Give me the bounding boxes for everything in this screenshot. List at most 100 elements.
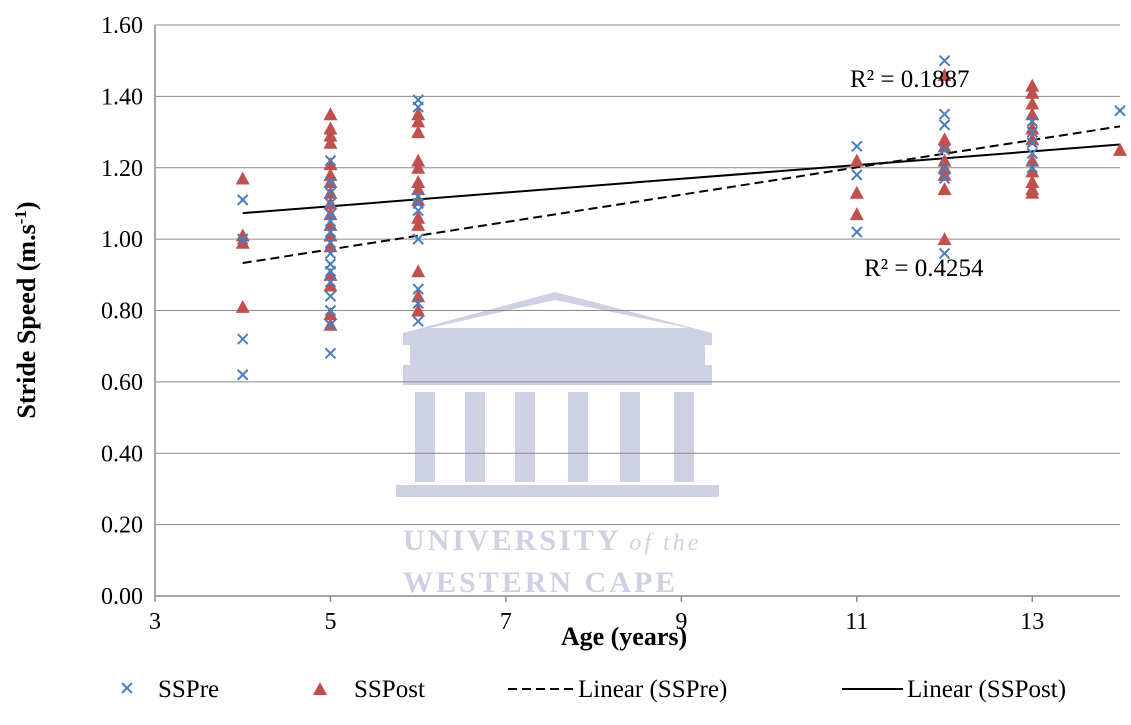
y-tick-label: 0.00	[101, 584, 143, 610]
sspost-point	[411, 125, 426, 139]
sspost-point	[937, 182, 952, 196]
y-tick-label: 1.20	[101, 156, 143, 182]
sspost-point	[235, 228, 250, 242]
sspre-point	[324, 304, 337, 317]
sspre-point	[324, 226, 337, 238]
legend-item-sspost: SSPost	[313, 676, 425, 703]
watermark-column	[674, 392, 694, 482]
watermark-cornice	[403, 333, 712, 345]
x-axis-title: Age (years)	[561, 622, 687, 651]
sspre-point	[938, 162, 951, 174]
sspost-point	[323, 121, 338, 135]
sspre-point	[237, 194, 249, 206]
sspre-point	[324, 276, 337, 288]
sspost-point	[411, 107, 426, 121]
legend: SSPre SSPost Linear (SSPre) Linear (SSPo…	[121, 676, 1066, 703]
sspre-point	[1026, 162, 1038, 174]
legend-label-linear-sspost: Linear (SSPost)	[907, 676, 1066, 703]
sspost-point	[411, 264, 426, 278]
legend-x-marker	[121, 682, 133, 694]
sspre-point	[851, 140, 863, 153]
axes	[154, 25, 1120, 597]
sspre-point	[851, 226, 863, 238]
sspost-point	[1025, 185, 1040, 199]
watermark-column	[568, 392, 588, 482]
watermark-western-cape-text: WESTERN CAPE	[403, 566, 678, 599]
sspre-point	[412, 101, 424, 113]
trendline-sspost	[242, 143, 1121, 215]
sspre-point	[324, 265, 337, 277]
legend-item-sspre: SSPre	[121, 676, 219, 703]
sspre-point	[412, 233, 424, 245]
watermark-column	[515, 392, 535, 482]
watermark-university-text: UNIVERSITY of the	[403, 524, 701, 557]
y-tick-label: 0.20	[101, 513, 143, 539]
x-tick-labels: 3 5 7 9 11 13	[149, 596, 1044, 635]
gridlines	[155, 24, 1120, 526]
sspre-point	[237, 233, 249, 245]
legend-x-marker-icon	[121, 682, 133, 694]
watermark-base	[396, 485, 719, 497]
sspost-point	[411, 217, 426, 231]
sspre-point	[938, 144, 951, 156]
sspre-point	[412, 204, 424, 217]
sspre-point	[1026, 137, 1038, 149]
legend-triangle-marker-icon	[313, 682, 327, 695]
sspost-point	[849, 207, 864, 221]
legend-label-linear-sspre: Linear (SSPre)	[578, 676, 727, 703]
sspre-point	[237, 369, 249, 381]
sspre-point	[412, 283, 424, 295]
y-tick-label: 1.00	[101, 227, 143, 253]
watermark-column	[415, 392, 435, 482]
sspost-point	[323, 107, 338, 121]
x-tick-label: 11	[845, 609, 868, 635]
sspre-point	[412, 315, 424, 327]
y-tick-label: 0.60	[101, 370, 143, 396]
legend-label-sspre: SSPre	[158, 676, 219, 703]
watermark-pediment-inner	[430, 300, 688, 328]
sspre-point	[412, 297, 424, 310]
y-axis-title: Stride Speed (m.s-1)	[11, 201, 41, 418]
sspost-point	[323, 307, 338, 321]
sspre-point	[237, 333, 249, 345]
y-tick-label: 0.80	[101, 299, 143, 325]
sspre-point	[324, 215, 337, 227]
sspost-point	[323, 135, 338, 149]
sspost-point	[235, 171, 250, 185]
sspre-point	[324, 247, 337, 260]
sspost-point	[937, 132, 952, 146]
legend-item-linear-sspre: Linear (SSPre)	[508, 676, 727, 703]
sspost-point	[411, 289, 426, 303]
x-tick-label: 7	[500, 609, 512, 635]
sspost-point	[235, 299, 250, 313]
sspre-point	[324, 154, 337, 167]
sspost-point	[849, 153, 864, 167]
sspost-point	[1025, 132, 1040, 146]
sspost-point	[411, 153, 426, 167]
legend-item-linear-sspost: Linear (SSPost)	[842, 676, 1066, 703]
sspre-point	[324, 236, 337, 249]
sspost-point	[323, 157, 338, 171]
sspre-point	[938, 247, 951, 260]
sspre-point	[938, 54, 951, 67]
sspost-point	[937, 139, 952, 153]
sspre-point	[1026, 115, 1038, 128]
sspre-point	[324, 290, 337, 302]
sspost-point	[1025, 164, 1040, 178]
sspre-point	[1114, 104, 1126, 117]
sspre-point	[324, 187, 337, 199]
legend-label-sspost: SSPost	[354, 676, 425, 703]
r2-label-sspre: R² = 0.4254	[864, 255, 984, 282]
sspost-point	[323, 128, 338, 142]
sspost-point	[411, 192, 426, 206]
sspost-point	[411, 210, 426, 224]
sspost-point	[937, 232, 952, 246]
sspost-point	[1025, 121, 1040, 135]
trendlines	[242, 125, 1121, 265]
sspre-point	[324, 176, 337, 188]
sspost-point	[937, 67, 952, 81]
data-points	[235, 54, 1127, 381]
sspre-point	[851, 169, 863, 181]
sspre-point	[1026, 147, 1038, 160]
x-tick-label: 5	[324, 609, 336, 635]
